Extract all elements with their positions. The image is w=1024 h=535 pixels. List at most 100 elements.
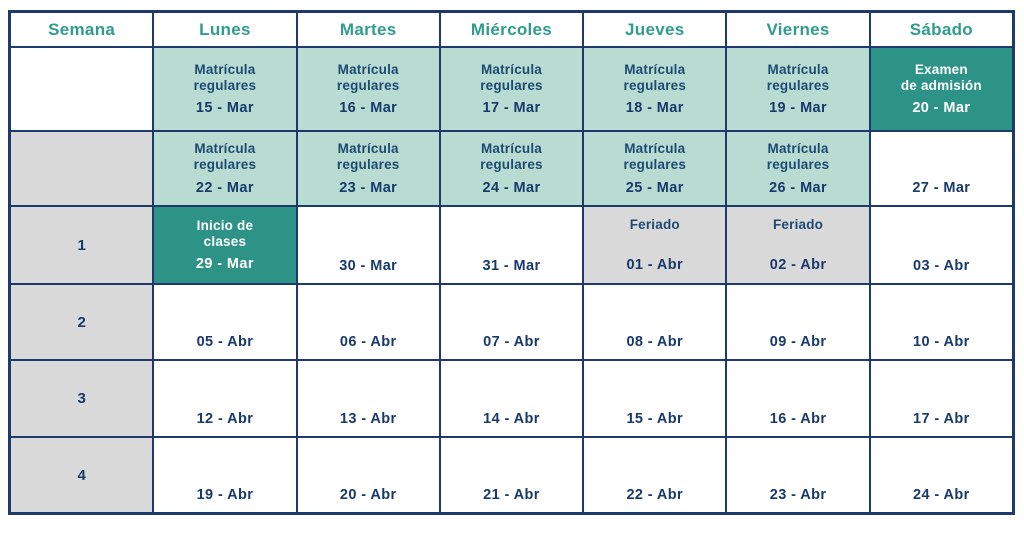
week-cell: 4	[11, 438, 153, 512]
date-label: 19 - Abr	[196, 487, 254, 503]
date-label: 18 - Mar	[625, 100, 684, 117]
date-label: 29 - Mar	[195, 256, 254, 273]
date-label: 03 - Abr	[913, 258, 970, 274]
calendar-cell: Matrícula regulares 16 - Mar	[297, 48, 439, 130]
calendar-cell: 31 - Mar	[440, 207, 583, 283]
calendar-cell: 21 - Abr	[440, 438, 583, 512]
day-header-cell: Jueves	[584, 13, 726, 46]
calendar-cell: 20 - Abr	[297, 438, 439, 512]
day-header-label: Jueves	[625, 19, 685, 39]
day-header-cell: Viernes	[727, 13, 869, 46]
calendar-cell: 15 - Abr	[584, 361, 726, 436]
calendar-cell: Matrícula regulares 22 - Mar	[154, 132, 296, 205]
day-header-cell: Miércoles	[440, 13, 583, 46]
date-label: 05 - Abr	[196, 334, 254, 350]
date-label: 24 - Mar	[482, 179, 541, 196]
event-label: Matrícula regulares	[480, 141, 543, 172]
event-label: Matrícula regulares	[766, 141, 830, 172]
date-label: 10 - Abr	[913, 334, 970, 350]
event-label: Matrícula regulares	[336, 141, 400, 172]
calendar-cell: 13 - Abr	[297, 361, 439, 436]
day-header-label: Sábado	[909, 19, 973, 39]
date-label: 27 - Mar	[912, 180, 971, 196]
day-header-label: Semana	[48, 19, 116, 39]
date-label: 08 - Abr	[626, 334, 684, 350]
calendar-cell: 10 - Abr	[870, 285, 1012, 359]
calendar-cell: 14 - Abr	[440, 361, 583, 436]
date-label: 07 - Abr	[483, 334, 540, 350]
date-label: 20 - Abr	[339, 487, 397, 503]
week-cell: 3	[11, 361, 153, 436]
date-label: 24 - Abr	[913, 487, 970, 503]
date-label: 25 - Mar	[625, 179, 684, 196]
calendar-cell: 16 - Abr	[727, 361, 869, 436]
event-label: Feriado	[772, 217, 824, 232]
event-label: Inicio de clases	[196, 217, 254, 249]
date-label: 15 - Abr	[626, 411, 684, 427]
date-label: 02 - Abr	[769, 257, 827, 273]
calendar-cell: 23 - Abr	[727, 438, 869, 512]
date-label: 17 - Mar	[482, 100, 541, 117]
calendar-cell: 19 - Abr	[154, 438, 296, 512]
event-label: Feriado	[629, 217, 680, 232]
calendar-cell: 09 - Abr	[727, 285, 869, 359]
week-number: 1	[77, 236, 86, 254]
event-label: Matrícula regulares	[766, 61, 830, 93]
week-number: 2	[77, 313, 86, 331]
event-label: Matrícula regulares	[193, 141, 257, 172]
calendar-cell: 03 - Abr	[870, 207, 1012, 283]
week-cell	[11, 132, 153, 205]
date-label: 06 - Abr	[339, 334, 397, 350]
calendar-cell: 27 - Mar	[870, 132, 1012, 205]
calendar-cell: Examen de admisión 20 - Mar	[870, 48, 1012, 130]
week-cell	[11, 48, 153, 130]
calendar-cell: Matrícula regulares 23 - Mar	[297, 132, 439, 205]
event-label: Matrícula regulares	[336, 61, 400, 93]
calendar-cell: Feriado 02 - Abr	[727, 207, 869, 283]
calendar-cell: Feriado 01 - Abr	[584, 207, 726, 283]
week-cell: 2	[11, 285, 153, 359]
schedule-table: Semana Lunes Martes Miércoles Jueves Viernes S…	[8, 10, 1015, 515]
calendar-cell: Matrícula regulares 17 - Mar	[440, 48, 583, 130]
date-label: 15 - Mar	[195, 100, 254, 117]
date-label: 19 - Mar	[769, 100, 828, 117]
calendar-cell: 08 - Abr	[584, 285, 726, 359]
date-label: 31 - Mar	[482, 258, 541, 274]
event-label: Examen de admisión	[900, 61, 982, 93]
calendar-cell: 05 - Abr	[154, 285, 296, 359]
day-header-cell: Martes	[297, 13, 439, 46]
calendar-cell: 06 - Abr	[297, 285, 439, 359]
calendar-cell: Matrícula regulares 15 - Mar	[154, 48, 296, 130]
date-label: 22 - Abr	[626, 487, 684, 503]
date-label: 20 - Mar	[912, 100, 971, 117]
day-header-cell: Lunes	[154, 13, 296, 46]
event-label: Matrícula regulares	[193, 61, 257, 93]
date-label: 21 - Abr	[483, 487, 540, 503]
day-header-label: Miércoles	[470, 19, 553, 39]
week-cell: 1	[11, 207, 153, 283]
calendar-cell: Matrícula regulares 19 - Mar	[727, 48, 869, 130]
event-label: Matrícula regulares	[480, 61, 543, 93]
date-label: 23 - Abr	[769, 487, 827, 503]
calendar-cell: Matrícula regulares 24 - Mar	[440, 132, 583, 205]
day-header-label: Martes	[339, 19, 397, 39]
day-header-label: Lunes	[199, 19, 251, 39]
date-label: 01 - Abr	[626, 257, 684, 273]
event-label: Matrícula regulares	[623, 61, 687, 93]
day-header-cell: Semana	[11, 13, 153, 46]
calendar-cell: 30 - Mar	[297, 207, 439, 283]
date-label: 09 - Abr	[769, 334, 827, 350]
date-label: 14 - Abr	[483, 411, 540, 427]
date-label: 16 - Abr	[769, 411, 827, 427]
calendar-cell: 22 - Abr	[584, 438, 726, 512]
calendar-cell: Matrícula regulares 18 - Mar	[584, 48, 726, 130]
calendar-cell: Inicio de clases 29 - Mar	[154, 207, 296, 283]
day-header-cell: Sábado	[870, 13, 1012, 46]
event-label: Matrícula regulares	[623, 141, 687, 172]
date-label: 12 - Abr	[196, 411, 254, 427]
calendar-cell: 12 - Abr	[154, 361, 296, 436]
week-number: 3	[77, 390, 86, 407]
calendar-cell: Matrícula regulares 26 - Mar	[727, 132, 869, 205]
date-label: 23 - Mar	[339, 179, 398, 196]
date-label: 17 - Abr	[913, 411, 970, 427]
